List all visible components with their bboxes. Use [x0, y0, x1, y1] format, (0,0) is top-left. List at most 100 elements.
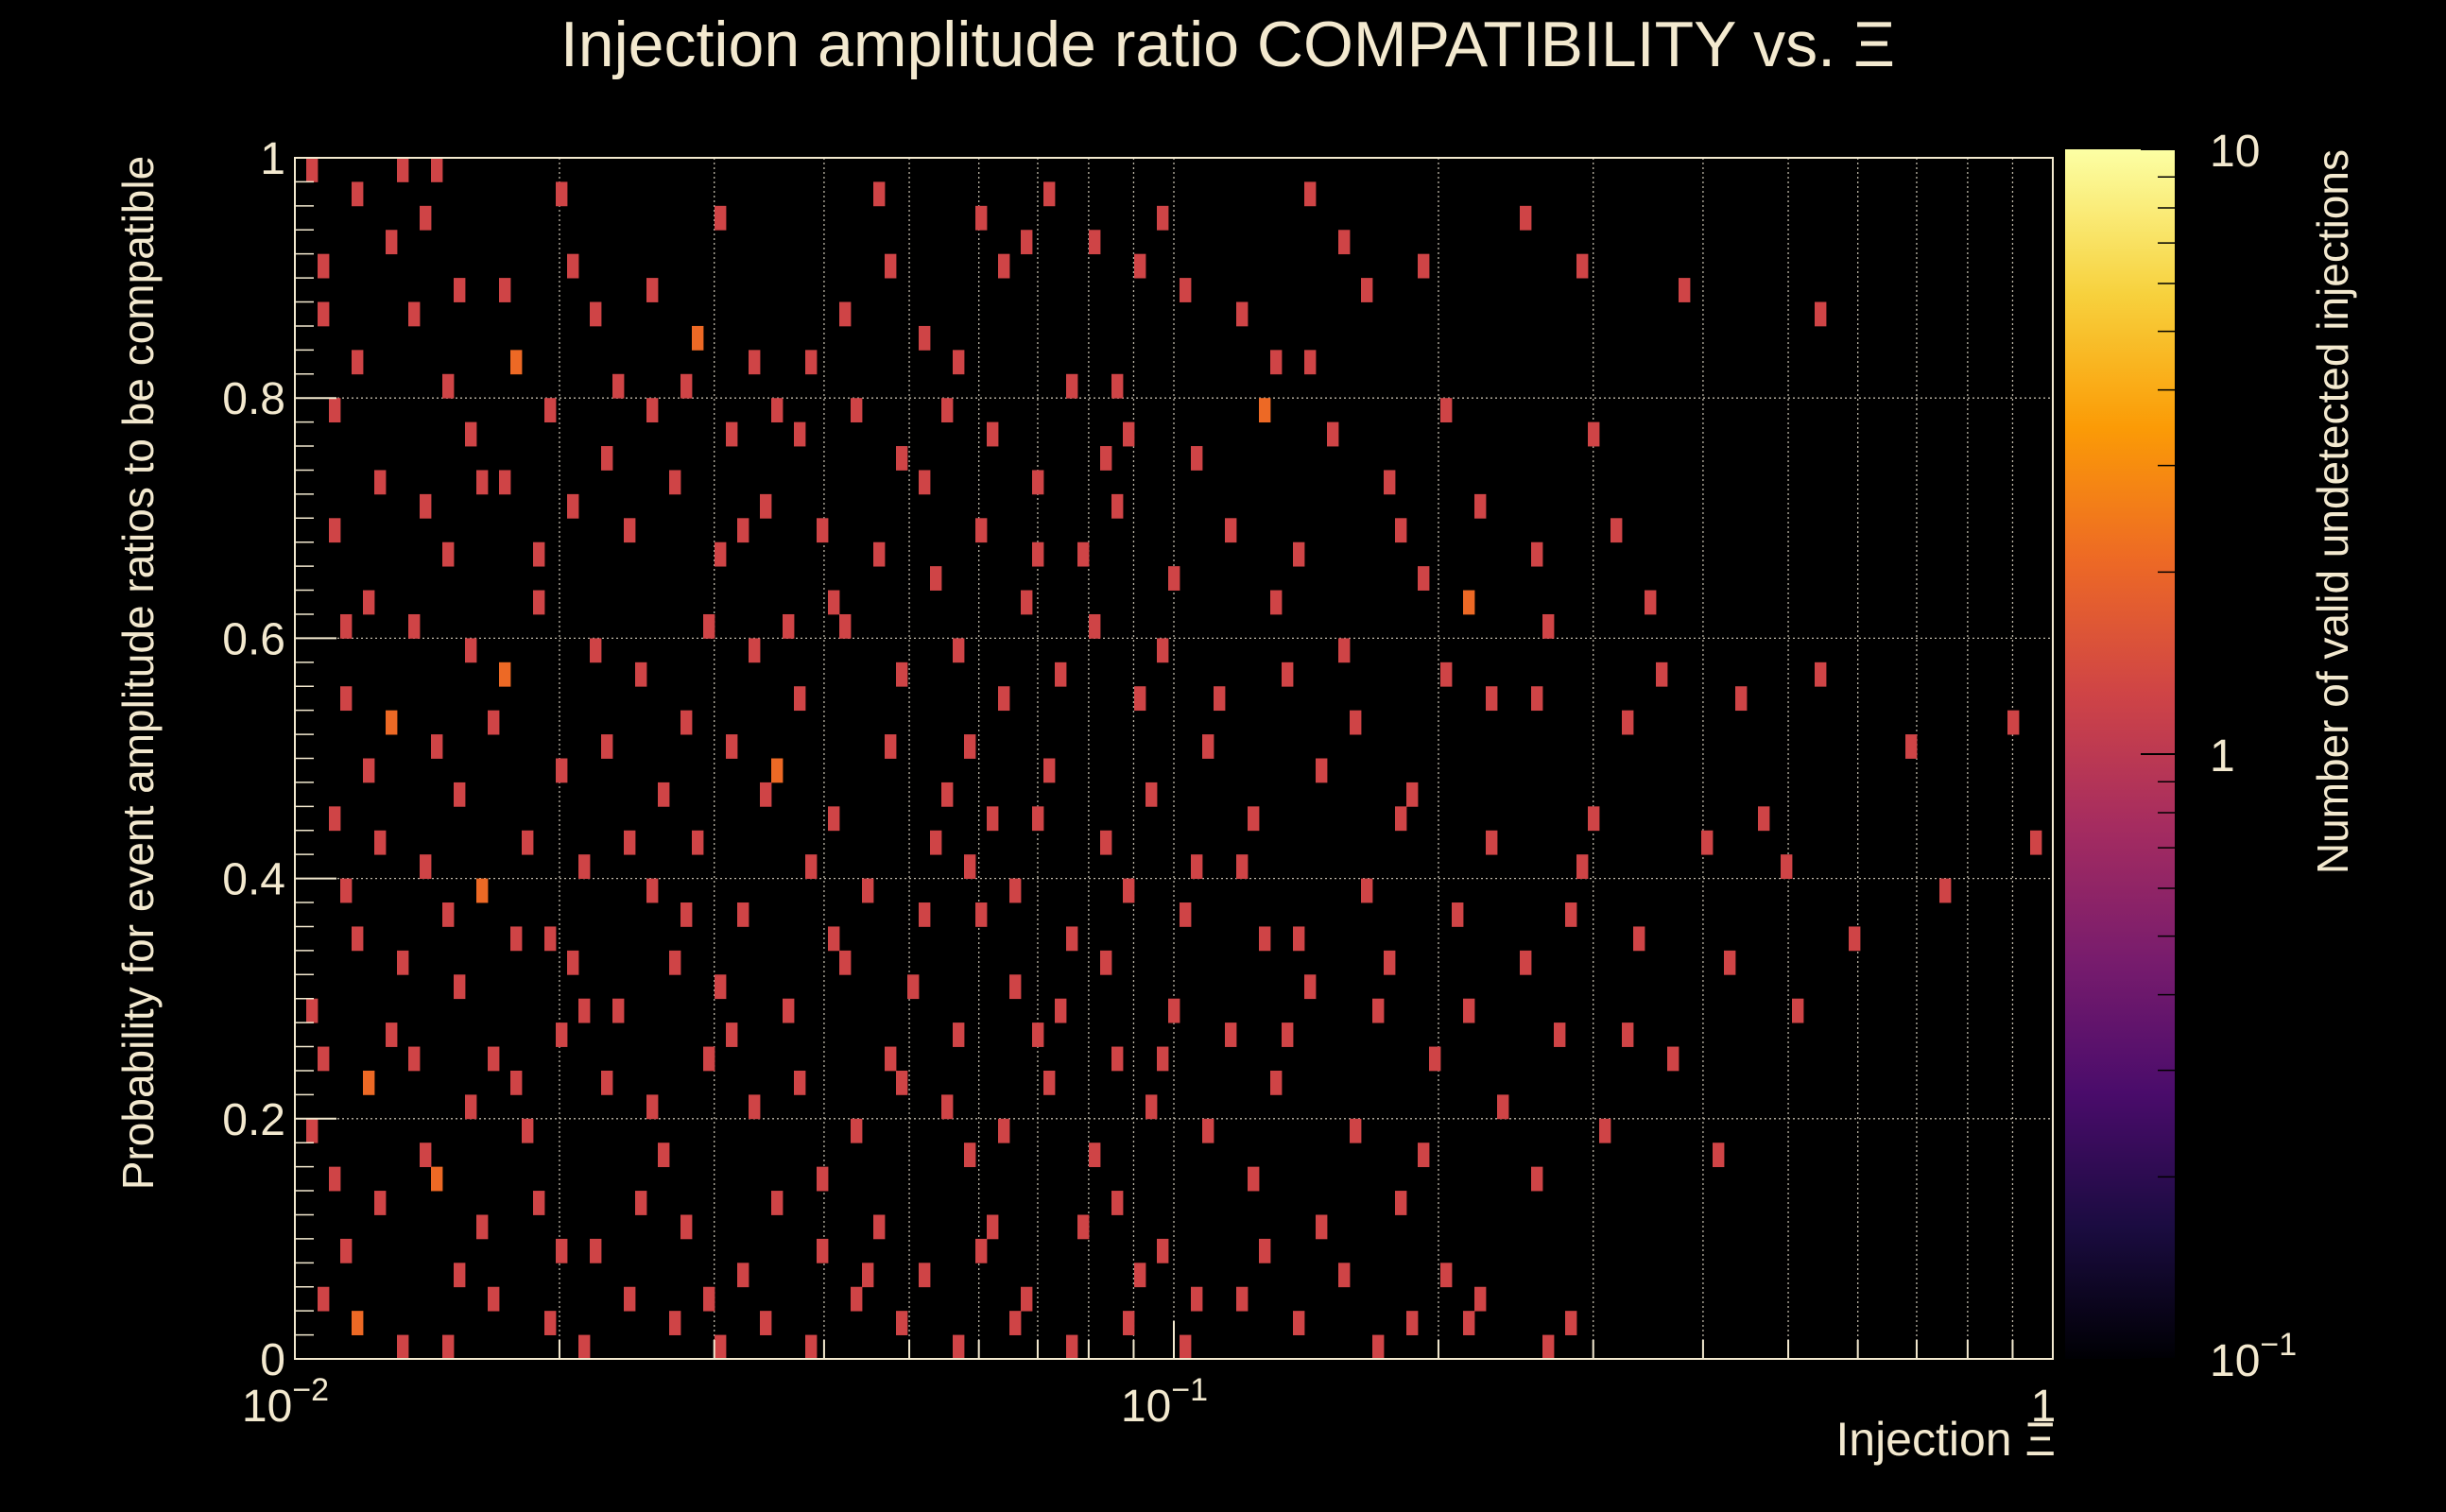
heatmap-cell — [1009, 1311, 1022, 1335]
heatmap-cell — [805, 854, 818, 879]
heatmap-cell — [590, 638, 602, 663]
y-tick-label: 0 — [260, 1335, 285, 1385]
heatmap-cell — [1576, 854, 1589, 879]
heatmap-cell — [1066, 926, 1078, 952]
x-tick-label: 1 — [2031, 1382, 2057, 1432]
heatmap-cell — [1316, 758, 1328, 783]
heatmap-cell — [1043, 758, 1056, 783]
heatmap-cell — [873, 181, 886, 207]
heatmap-cell — [431, 1166, 443, 1192]
heatmap-cell — [1180, 278, 1192, 302]
heatmap-cell — [1202, 1118, 1214, 1143]
heatmap-cell — [1259, 926, 1271, 952]
heatmap-cell — [352, 926, 364, 952]
heatmap-cell — [601, 734, 613, 759]
heatmap-cell — [1440, 398, 1453, 423]
heatmap-cell — [1781, 854, 1793, 879]
heatmap-cell — [964, 1143, 976, 1168]
heatmap-cell — [1463, 1311, 1475, 1335]
heatmap-cell — [1043, 1070, 1056, 1095]
heatmap-cell — [760, 493, 772, 519]
heatmap-cell — [590, 301, 602, 327]
heatmap-cell — [1111, 493, 1124, 519]
x-tick-label: 10−2 — [242, 1372, 329, 1432]
heatmap-cell — [1304, 974, 1317, 1000]
heatmap-cell — [998, 686, 1010, 712]
heatmap-cell — [703, 1286, 715, 1312]
heatmap-cell — [1089, 230, 1101, 255]
heatmap-cell — [1089, 613, 1101, 639]
heatmap-cell — [374, 830, 387, 855]
heatmap-cell — [318, 253, 330, 279]
heatmap-cell — [953, 638, 965, 663]
heatmap-cell — [454, 782, 466, 807]
heatmap-cell — [1463, 590, 1475, 615]
heatmap-cell — [442, 1334, 455, 1360]
heatmap-cell — [805, 350, 818, 375]
heatmap-cell — [1123, 421, 1135, 447]
heatmap-cell — [544, 398, 557, 423]
heatmap-cell — [975, 902, 988, 927]
heatmap-cell — [896, 662, 908, 687]
heatmap-cell — [783, 613, 795, 639]
heatmap-cell — [578, 998, 591, 1023]
heatmap-cell — [1180, 902, 1192, 927]
heatmap-cell — [1611, 518, 1623, 543]
heatmap-cell — [556, 181, 568, 207]
heatmap-cell — [1463, 998, 1475, 1023]
heatmap-cell — [1134, 1263, 1146, 1288]
heatmap-cell — [1157, 1046, 1169, 1072]
heatmap-cell — [306, 1118, 319, 1143]
y-tick-label: 0.8 — [222, 374, 285, 424]
heatmap-cell — [839, 950, 852, 975]
heatmap-cell — [862, 1263, 874, 1288]
heatmap-cell — [2007, 710, 2020, 735]
heatmap-cell — [805, 1334, 818, 1360]
heatmap-cell — [1338, 638, 1351, 663]
heatmap-cell — [1758, 806, 1770, 832]
heatmap-cell — [1168, 998, 1180, 1023]
heatmap-cell — [941, 1094, 954, 1120]
heatmap-cell — [658, 1143, 670, 1168]
heatmap-cell — [1486, 830, 1498, 855]
x-tick-exponent: −2 — [292, 1372, 329, 1408]
heatmap-cell — [340, 686, 353, 712]
heatmap-cell — [1111, 1046, 1124, 1072]
heatmap-cell — [1123, 1311, 1135, 1335]
heatmap-cell — [465, 1094, 477, 1120]
heatmap-cell — [431, 158, 443, 182]
heatmap-cell — [1236, 854, 1249, 879]
y-axis-label: Probability for event amplitude ratios t… — [113, 156, 163, 1190]
heatmap-cell — [318, 1046, 330, 1072]
heatmap-cell — [1225, 518, 1237, 543]
heatmap-cell — [1282, 662, 1294, 687]
heatmap-cell — [873, 541, 886, 567]
heatmap-cell — [1089, 1143, 1101, 1168]
heatmap-cell — [1633, 926, 1645, 952]
heatmap-cell — [1009, 974, 1022, 1000]
heatmap-cell — [1735, 686, 1748, 712]
heatmap-cell — [703, 613, 715, 639]
heatmap-cell — [386, 710, 398, 735]
heatmap-cell — [340, 613, 353, 639]
heatmap-cell — [873, 1214, 886, 1240]
heatmap-cell — [817, 518, 829, 543]
heatmap-cell — [987, 1214, 999, 1240]
heatmap-cell — [1792, 998, 1804, 1023]
heatmap-cell — [1395, 806, 1407, 832]
heatmap-cell — [885, 734, 897, 759]
heatmap-cell — [839, 301, 852, 327]
heatmap-cell — [851, 1118, 863, 1143]
heatmap-cell — [556, 758, 568, 783]
heatmap-cell — [374, 1191, 387, 1215]
heatmap-cell — [953, 350, 965, 375]
heatmap-cell — [1576, 253, 1589, 279]
heatmap-cell — [760, 782, 772, 807]
heatmap-cell — [1497, 1094, 1509, 1120]
heatmap-cell — [1350, 710, 1362, 735]
x-tick-label: 10−1 — [1121, 1372, 1208, 1432]
heatmap-cell — [1304, 181, 1317, 207]
heatmap-cell — [318, 301, 330, 327]
heatmap-cell — [1316, 1214, 1328, 1240]
